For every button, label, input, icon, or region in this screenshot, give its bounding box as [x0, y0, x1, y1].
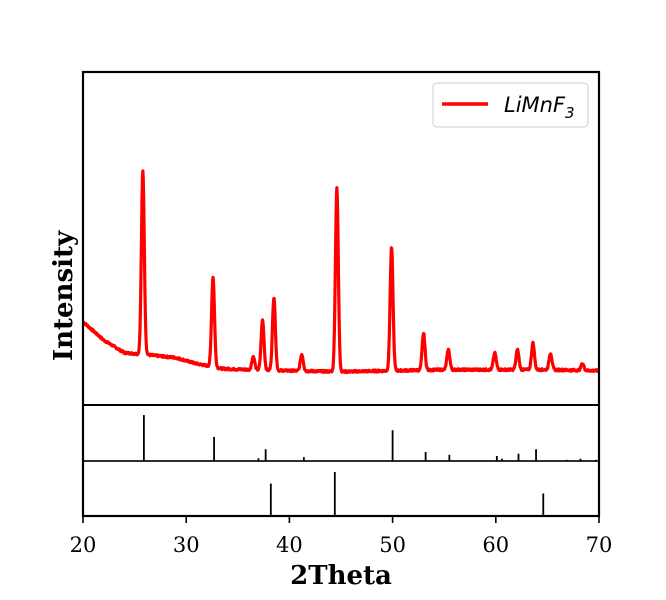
x-tick-label-30: 30: [173, 533, 200, 557]
y-axis-label: Intensity: [49, 230, 79, 361]
reference-panel-1-frame: [82, 404, 600, 462]
legend: LiMnF3: [432, 82, 589, 128]
reference-panel-2: [82, 460, 600, 517]
x-tick-label-50: 50: [379, 533, 406, 557]
x-tick-label-40: 40: [276, 533, 303, 557]
x-tick-label-60: 60: [482, 533, 509, 557]
reference-panel-2-frame: [82, 460, 600, 517]
legend-label-main: LiMnF: [504, 93, 566, 117]
legend-label-sub: 3: [565, 104, 575, 122]
x-axis: 20 30 40 50 60 70: [70, 516, 613, 557]
reference-panel-1: [82, 404, 600, 462]
legend-box: [432, 82, 589, 128]
x-tick-label-70: 70: [586, 533, 613, 557]
series-line-limnf3: [81, 169, 601, 375]
outer-frame: [81, 70, 601, 518]
legend-label: LiMnF3: [504, 93, 575, 122]
x-tick-label-20: 20: [70, 533, 97, 557]
x-axis-label: 2Theta: [290, 561, 392, 591]
